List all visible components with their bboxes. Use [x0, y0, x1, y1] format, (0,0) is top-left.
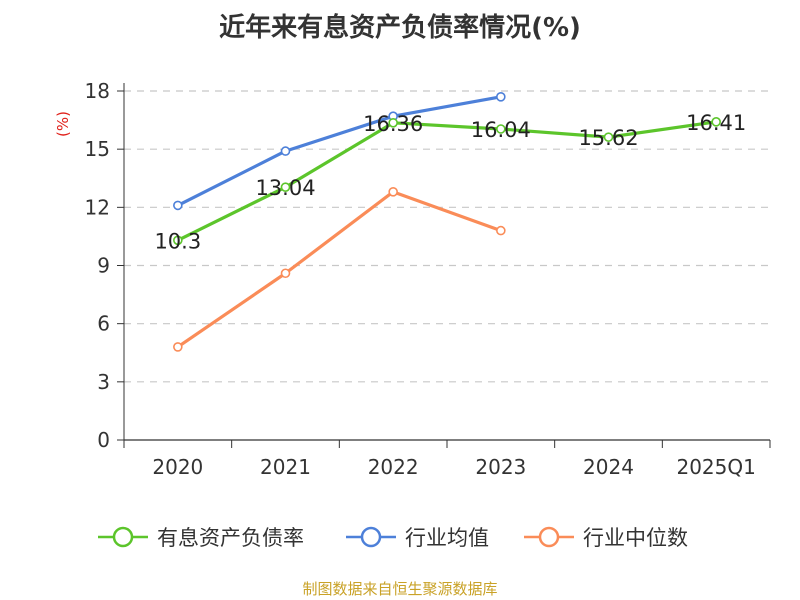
data-label: 16.41: [686, 111, 746, 135]
data-point: [496, 225, 506, 236]
legend-marker: [112, 526, 134, 548]
data-label: 16.36: [363, 112, 423, 136]
y-tick-label: 9: [97, 254, 110, 278]
legend-marker: [538, 526, 560, 548]
data-point: [280, 268, 291, 279]
data-point: [280, 146, 291, 156]
series-line: [177, 120, 717, 242]
x-tick-label: 2021: [260, 455, 311, 479]
y-axis-label: (%): [54, 111, 72, 137]
y-tick-label: 0: [97, 428, 110, 452]
x-tick-label: 2022: [368, 455, 419, 479]
x-tick-label: 2024: [583, 455, 634, 479]
data-label: 13.04: [255, 176, 315, 200]
series-1: [173, 92, 506, 211]
data-point: [388, 117, 398, 128]
series-2: [173, 187, 506, 352]
legend-marker: [360, 526, 382, 548]
grid: [124, 90, 770, 383]
data-point: [280, 182, 291, 192]
y-tick-label: 18: [85, 79, 110, 103]
series-line: [176, 190, 502, 349]
x-tick-label: 2023: [475, 455, 526, 479]
data-point: [496, 92, 506, 102]
chart-title: 近年来有息资产负债率情况(%): [219, 12, 581, 43]
x-tick-label: 2020: [152, 455, 203, 479]
data-point: [173, 342, 183, 352]
x-tick-label: 2025Q1: [676, 455, 755, 479]
legend-label: 行业中位数: [583, 526, 688, 550]
y-tick-label: 3: [97, 370, 110, 394]
data-label: 15.62: [578, 126, 638, 150]
axes: 0 3 6 9 12 15 18 2020 2021 2022 2023 2024 2025Q1: [85, 79, 771, 479]
legend-label: 行业均值: [405, 526, 489, 550]
data-point: [603, 132, 614, 142]
y-tick-label: 15: [85, 137, 110, 161]
data-label: 10.3: [154, 229, 201, 253]
legend: 有息资产负债率 行业均值 行业中位数: [98, 526, 688, 550]
legend-item: 行业均值: [346, 526, 489, 550]
data-label: 16.04: [471, 118, 531, 142]
data-point: [173, 235, 183, 246]
legend-label: 有息资产负债率: [157, 526, 304, 550]
data-point: [173, 200, 183, 211]
y-tick-label: 6: [97, 312, 110, 336]
source-note: 制图数据来自恒生聚源数据库: [302, 580, 497, 598]
data-point: [388, 187, 398, 197]
data-point: [711, 117, 721, 127]
data-labels: 10.3 13.04 16.36 16.04 15.62 16.41: [154, 111, 746, 253]
data-point: [496, 124, 506, 134]
series-line: [177, 95, 502, 207]
legend-item: 行业中位数: [524, 526, 688, 550]
y-tick-label: 12: [85, 195, 110, 219]
legend-item: 有息资产负债率: [98, 526, 304, 550]
series-layer: [173, 92, 721, 352]
series-0: [173, 117, 721, 246]
